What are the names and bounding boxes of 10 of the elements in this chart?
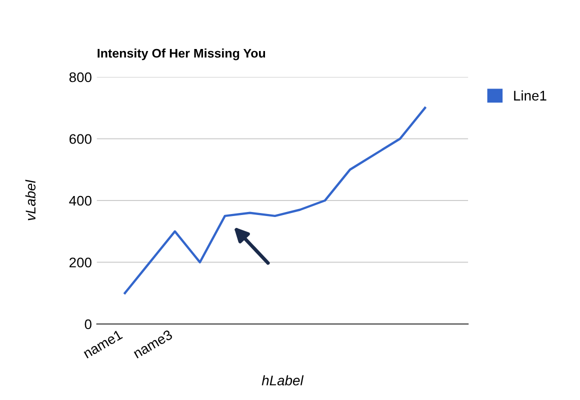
y-tick-label: 200	[70, 258, 92, 268]
y-axis-title: vLabel	[25, 180, 36, 220]
legend-label: Line1	[514, 90, 546, 101]
chart-title: Intensity Of Her Missing You	[98, 48, 266, 60]
y-tick-label: 800	[69, 72, 92, 82]
x-axis-title: hLabel	[262, 375, 304, 386]
y-tick-label: 600	[70, 134, 92, 144]
y-tick-label: 0	[84, 319, 92, 330]
line-series	[124, 106, 426, 294]
y-tick-label: 400	[69, 196, 92, 206]
